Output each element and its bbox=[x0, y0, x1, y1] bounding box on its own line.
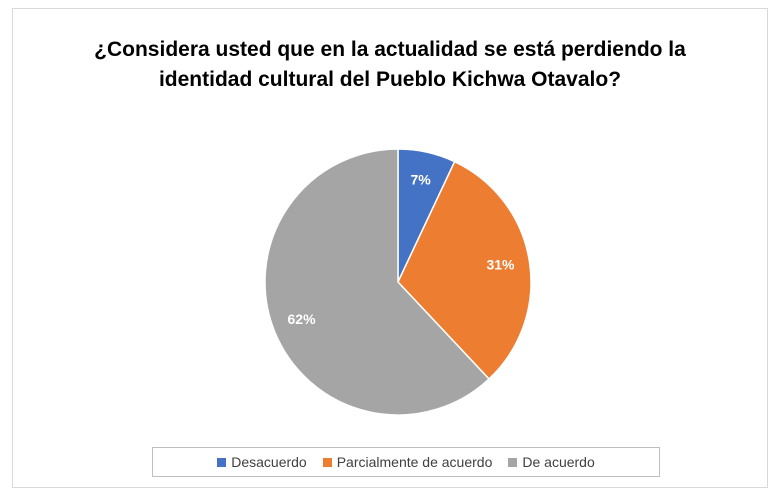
data-label: 31% bbox=[486, 256, 515, 272]
legend-item: De acuerdo bbox=[508, 454, 595, 470]
legend-item: Desacuerdo bbox=[217, 454, 307, 470]
legend-label: De acuerdo bbox=[522, 454, 595, 470]
legend-swatch bbox=[322, 457, 332, 467]
pie-slice bbox=[397, 160, 532, 381]
legend-label: Desacuerdo bbox=[231, 454, 307, 470]
pie-slice bbox=[264, 148, 491, 416]
legend-item: Parcialmente de acuerdo bbox=[322, 454, 493, 470]
legend-swatch bbox=[508, 457, 518, 467]
data-label: 7% bbox=[411, 171, 432, 187]
legend-label: Parcialmente de acuerdo bbox=[336, 454, 493, 470]
legend: Desacuerdo Parcialmente de acuerdo De acue… bbox=[152, 447, 660, 477]
data-label: 62% bbox=[288, 311, 317, 327]
chart-title: ¿Considera usted que en la actualidad se… bbox=[94, 38, 686, 91]
legend-swatch bbox=[217, 457, 227, 467]
